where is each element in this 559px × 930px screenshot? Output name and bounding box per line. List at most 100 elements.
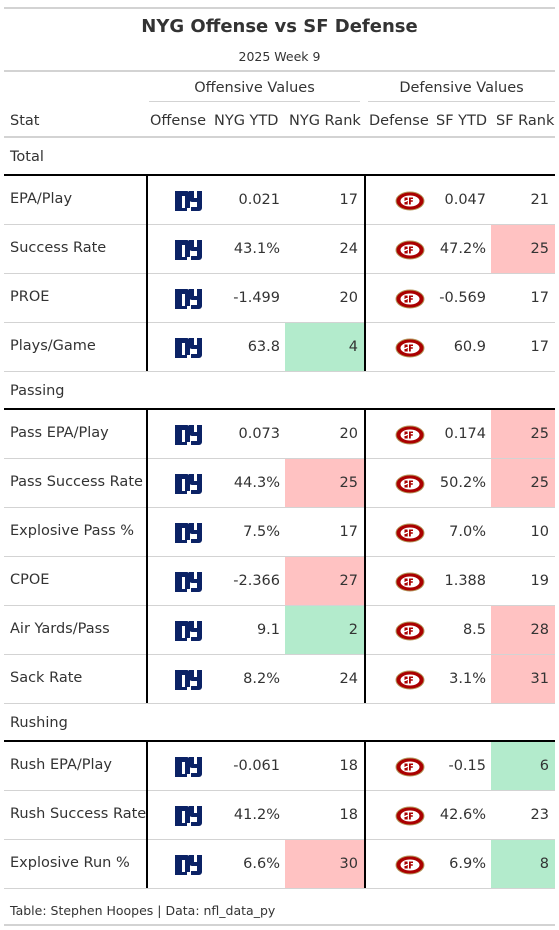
sf-logo-icon xyxy=(395,855,425,879)
ny-logo-icon xyxy=(174,804,204,832)
col-offense: Offense xyxy=(150,113,206,129)
row-group-rule xyxy=(4,408,555,410)
row-group-total: Total xyxy=(4,138,555,176)
nyg-ytd-value: 63.8 xyxy=(247,339,280,355)
nyg-ytd-value: 9.1 xyxy=(256,622,280,638)
nyg-ytd-value: 0.073 xyxy=(238,426,280,442)
sf-rank-value: 19 xyxy=(530,573,549,589)
sf-logo-icon xyxy=(395,806,425,830)
nyg-ytd-value: 6.6% xyxy=(243,856,280,872)
sf-ytd-value: 6.9% xyxy=(449,856,486,872)
ny-logo-icon xyxy=(174,619,204,647)
nyg-rank-value: 4 xyxy=(285,323,364,371)
row-group-label: Rushing xyxy=(10,715,68,731)
sf-ytd-value: -0.15 xyxy=(448,758,486,774)
stat-label: Pass Success Rate xyxy=(10,474,143,490)
table-row: Explosive Run % 6.6% 30 6.9% 8 xyxy=(4,840,555,889)
sf-rank-value: 31 xyxy=(491,655,555,703)
defense-divider xyxy=(364,408,366,703)
defense-divider xyxy=(364,740,366,888)
table-row: Pass EPA/Play 0.073 20 0.174 25 xyxy=(4,410,555,459)
sf-logo-icon xyxy=(395,338,425,362)
sf-ytd-value: 0.174 xyxy=(444,426,486,442)
stat-label: PROE xyxy=(10,289,50,305)
table-subtitle: 2025 Week 9 xyxy=(238,49,321,64)
ny-logo-icon xyxy=(174,570,204,598)
ny-logo-icon xyxy=(174,853,204,881)
table-row: Rush Success Rate 41.2% 18 42.6% 23 xyxy=(4,791,555,840)
sf-ytd-value: 0.047 xyxy=(444,192,486,208)
sf-rank-value: 6 xyxy=(491,742,555,790)
sf-ytd-value: -0.569 xyxy=(439,290,486,306)
sf-ytd-value: 3.1% xyxy=(449,671,486,687)
header-rule xyxy=(4,70,555,72)
col-nyg-ytd: NYG YTD xyxy=(214,113,279,129)
table-row: Success Rate 43.1% 24 47.2% 25 xyxy=(4,225,555,274)
nyg-ytd-value: 7.5% xyxy=(243,524,280,540)
sf-rank-value: 25 xyxy=(491,459,555,507)
nyg-ytd-value: 44.3% xyxy=(233,475,280,491)
nyg-rank-value: 18 xyxy=(339,807,358,823)
spanner-defensive: Defensive Values xyxy=(368,80,555,102)
stat-label: Explosive Run % xyxy=(10,855,130,871)
offense-divider xyxy=(146,174,148,371)
col-sf-ytd: SF YTD xyxy=(436,113,488,129)
table-row: Rush EPA/Play -0.061 18 -0.15 6 xyxy=(4,742,555,791)
bottom-rule xyxy=(4,924,555,926)
sf-rank-value: 8 xyxy=(491,840,555,888)
nyg-ytd-value: -0.061 xyxy=(233,758,280,774)
sf-ytd-value: 50.2% xyxy=(439,475,486,491)
nyg-rank-value: 18 xyxy=(339,758,358,774)
top-rule xyxy=(4,7,555,9)
nyg-rank-value: 20 xyxy=(339,290,358,306)
sf-ytd-value: 42.6% xyxy=(439,807,486,823)
sf-logo-icon xyxy=(395,572,425,596)
nyg-rank-value: 17 xyxy=(339,192,358,208)
stat-label: Pass EPA/Play xyxy=(10,425,109,441)
sf-logo-icon xyxy=(395,474,425,498)
sf-ytd-value: 8.5 xyxy=(462,622,486,638)
offense-divider xyxy=(146,740,148,888)
sf-rank-value: 10 xyxy=(530,524,549,540)
col-sf-rank: SF Rank xyxy=(496,113,555,129)
table-row: Explosive Pass % 7.5% 17 7.0% 10 xyxy=(4,508,555,557)
sf-rank-value: 25 xyxy=(491,225,555,273)
sf-logo-icon xyxy=(395,670,425,694)
sf-rank-value: 23 xyxy=(530,807,549,823)
table-row: Air Yards/Pass 9.1 2 8.5 28 xyxy=(4,606,555,655)
row-group-rule xyxy=(4,174,555,176)
nyg-rank-value: 2 xyxy=(285,606,364,654)
nyg-rank-value: 27 xyxy=(285,557,364,605)
row-group-rule xyxy=(4,740,555,742)
ny-logo-icon xyxy=(174,189,204,217)
sf-ytd-value: 7.0% xyxy=(449,524,486,540)
sf-rank-value: 28 xyxy=(491,606,555,654)
columns-rule xyxy=(4,136,555,138)
ny-logo-icon xyxy=(174,521,204,549)
sf-ytd-value: 1.388 xyxy=(444,573,486,589)
sf-logo-icon xyxy=(395,757,425,781)
nyg-rank-value: 24 xyxy=(339,241,358,257)
nyg-rank-value: 25 xyxy=(285,459,364,507)
nyg-ytd-value: 41.2% xyxy=(233,807,280,823)
sf-logo-icon xyxy=(395,240,425,264)
offense-divider xyxy=(146,408,148,703)
stat-label: Rush Success Rate xyxy=(10,806,147,822)
sf-logo-icon xyxy=(395,191,425,215)
sf-rank-value: 17 xyxy=(530,339,549,355)
nyg-ytd-value: 8.2% xyxy=(243,671,280,687)
ny-logo-icon xyxy=(174,472,204,500)
ny-logo-icon xyxy=(174,336,204,364)
ny-logo-icon xyxy=(174,755,204,783)
sf-ytd-value: 47.2% xyxy=(439,241,486,257)
stat-label: CPOE xyxy=(10,572,50,588)
stat-label: Success Rate xyxy=(10,240,107,256)
nyg-ytd-value: -1.499 xyxy=(233,290,280,306)
sf-logo-icon xyxy=(395,523,425,547)
col-nyg-rank: NYG Rank xyxy=(289,113,361,129)
ny-logo-icon xyxy=(174,238,204,266)
defense-divider xyxy=(364,174,366,371)
table-row: PROE -1.499 20 -0.569 17 xyxy=(4,274,555,323)
sf-logo-icon xyxy=(395,621,425,645)
table-row: Plays/Game 63.8 4 60.9 17 xyxy=(4,323,555,372)
